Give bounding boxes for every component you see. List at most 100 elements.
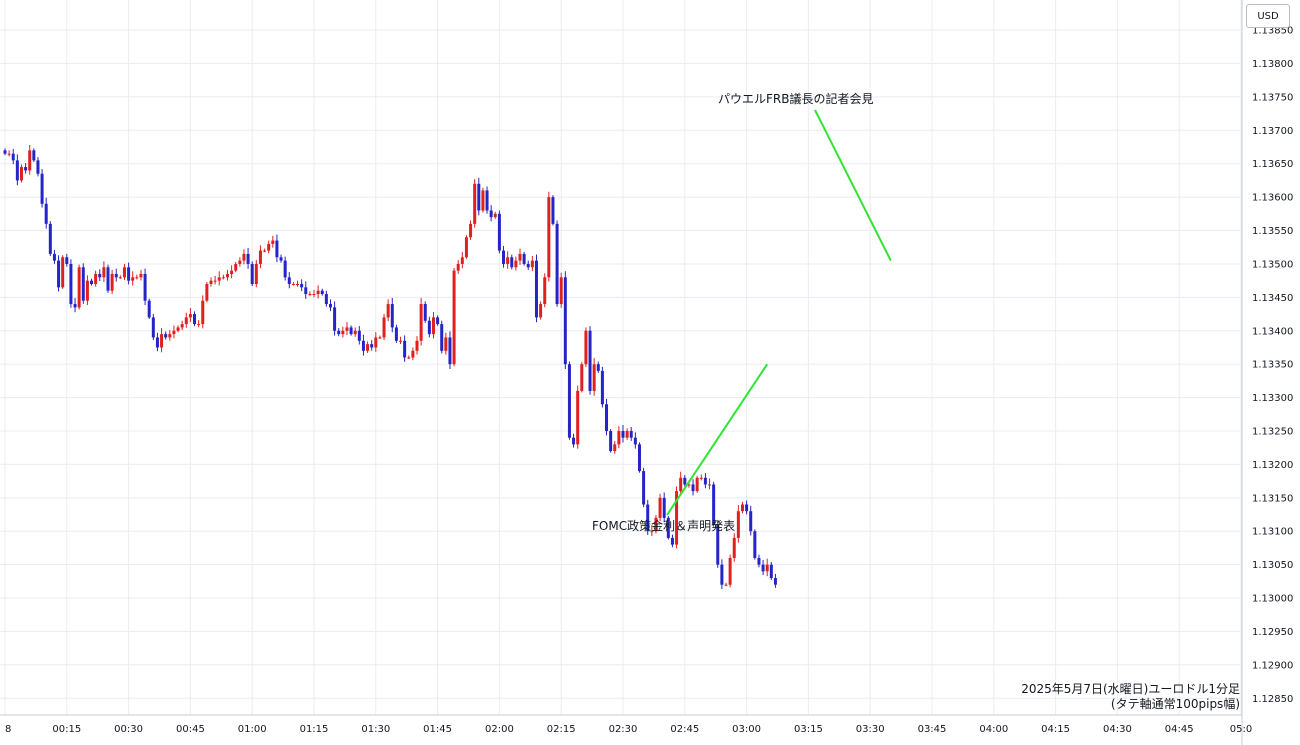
candle — [411, 347, 415, 361]
candle — [349, 325, 353, 336]
candle-body — [164, 334, 168, 338]
time-tick-label: 02:30 — [609, 724, 638, 735]
candle-body — [275, 240, 279, 258]
candle — [584, 327, 588, 367]
candle — [246, 247, 250, 269]
candle — [534, 254, 538, 323]
price-tick-label: 1.12850 — [1252, 694, 1293, 705]
candle-body — [745, 504, 749, 512]
price-tick-label: 1.13850 — [1252, 26, 1293, 37]
candle — [691, 479, 695, 496]
candle — [399, 336, 403, 345]
annotation-line-powell — [814, 109, 892, 262]
candle-body — [250, 263, 254, 284]
price-tick-label: 1.13800 — [1252, 59, 1293, 70]
candle — [745, 500, 749, 515]
candle-body — [580, 364, 584, 391]
candle-body — [193, 314, 197, 325]
candle-body — [382, 317, 386, 338]
candle-body — [374, 337, 378, 348]
candle — [213, 275, 217, 285]
candle-body — [543, 277, 547, 305]
candle-body — [308, 294, 312, 296]
price-tick-label: 1.13550 — [1252, 226, 1293, 237]
candle-body — [551, 197, 555, 224]
candle-body — [324, 294, 328, 305]
candle-body — [555, 223, 559, 305]
candle-body — [670, 537, 674, 545]
candle-body — [642, 471, 646, 505]
candle — [650, 525, 654, 537]
price-tick-label: 1.13150 — [1252, 493, 1293, 504]
candle-body — [427, 320, 431, 335]
candle-body — [57, 260, 61, 288]
candle-body — [749, 511, 753, 532]
candle — [621, 424, 625, 443]
candle-body — [246, 253, 250, 264]
candle — [609, 429, 613, 453]
candle-body — [24, 167, 28, 171]
candle-body — [36, 160, 40, 174]
currency-label[interactable]: USD — [1246, 4, 1290, 28]
candle-body — [506, 257, 510, 264]
candle-body — [637, 444, 641, 472]
candle — [530, 255, 534, 272]
candle — [366, 341, 370, 353]
price-axis-panel[interactable] — [1242, 0, 1300, 745]
candle-body — [184, 317, 188, 325]
candle-body — [646, 504, 650, 532]
candle-body — [114, 273, 118, 278]
candle — [361, 334, 365, 356]
candle — [559, 272, 563, 308]
candle — [333, 301, 337, 336]
candle-body — [617, 431, 621, 445]
candle — [57, 255, 61, 292]
candle — [40, 169, 44, 208]
candle — [605, 398, 609, 436]
candle — [617, 426, 621, 449]
candle — [61, 255, 65, 289]
candle-body — [464, 237, 468, 258]
candle — [114, 268, 118, 282]
candle-body — [530, 260, 534, 268]
candle — [345, 322, 349, 336]
candle — [374, 332, 378, 352]
candle-body — [386, 304, 390, 318]
candle — [757, 554, 761, 568]
candle-body — [345, 327, 349, 331]
candle-body — [481, 190, 485, 211]
candle — [469, 220, 473, 240]
candle — [155, 332, 159, 352]
candle-body — [403, 340, 407, 358]
candle — [699, 474, 703, 481]
candle-body — [349, 327, 353, 335]
candle — [464, 235, 468, 259]
candle — [419, 298, 423, 346]
candle — [135, 274, 139, 280]
candle — [168, 330, 172, 341]
candle — [287, 271, 291, 289]
candle-body — [753, 531, 757, 558]
candle-body — [155, 337, 159, 348]
candle-body — [238, 260, 242, 264]
candle — [489, 205, 493, 222]
candle-body — [497, 213, 501, 251]
candle-body — [584, 330, 588, 365]
time-tick-label: 01:15 — [300, 724, 329, 735]
candle-body — [300, 283, 304, 288]
candle-body — [131, 277, 135, 281]
candle — [666, 515, 670, 540]
price-tick-label: 1.13600 — [1252, 193, 1293, 204]
candle — [217, 271, 221, 286]
candle — [708, 478, 712, 490]
candle-body — [283, 260, 287, 278]
annotation-powell: パウエルFRB議長の記者会見 — [718, 91, 873, 106]
candle — [52, 249, 56, 264]
candle-body — [691, 484, 695, 492]
candle — [740, 501, 744, 514]
candle — [296, 280, 300, 287]
candle-body — [695, 477, 699, 492]
candle-body — [613, 444, 617, 452]
candle — [378, 335, 382, 340]
